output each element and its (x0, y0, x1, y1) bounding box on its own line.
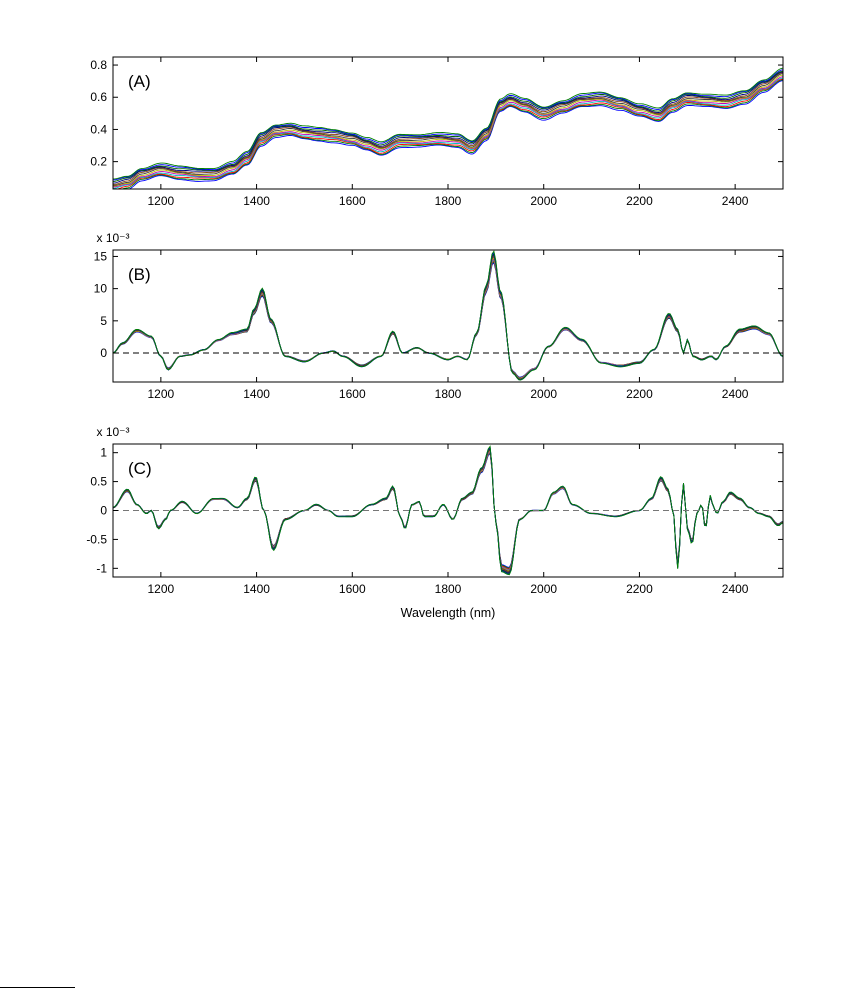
y-tick-label-c: -1 (96, 561, 107, 575)
y-tick-label-c: -0.5 (86, 532, 107, 546)
y-tick-label-c: 1 (100, 446, 107, 460)
x-tick-label-b: 1400 (243, 387, 270, 401)
series-line-b-7 (113, 255, 783, 380)
series-line-a-6 (113, 74, 783, 187)
y-tick-label-a: 0.8 (90, 58, 107, 72)
series-line-a-8 (113, 72, 783, 185)
series-group-b (113, 250, 783, 381)
x-tick-label-b: 2200 (626, 387, 653, 401)
x-tick-label-a: 2000 (530, 194, 557, 208)
x-tick-label-a: 2200 (626, 194, 653, 208)
panel-a: 1200 1400 1600 1800 2000 2200 2400 0.2 0.4 0.6 0.8… (90, 56, 784, 208)
panel-label-c: (C) (128, 459, 152, 478)
exponent-label-b: x 10⁻³ (96, 231, 129, 245)
x-tick-label-b: 1200 (148, 387, 175, 401)
x-tick-label-a: 1400 (243, 194, 270, 208)
panel-c: 1200 1400 1600 1800 2000 2200 2400 -1 -0.5 0 0.5 1 (… (86, 425, 784, 596)
y-tick-label-b: 15 (94, 249, 108, 263)
series-line-a-3 (116, 78, 783, 189)
y-tick-label-b: 10 (94, 282, 108, 296)
series-group-a (113, 67, 783, 189)
x-tick-label-c: 2000 (530, 582, 557, 596)
x-tick-label-c: 2200 (626, 582, 653, 596)
x-tick-label-a: 1600 (339, 194, 366, 208)
series-line-a-7 (113, 73, 783, 186)
series-line-b-9 (113, 252, 783, 381)
series-line-a-1 (127, 80, 783, 189)
x-tick-label-c: 1800 (435, 582, 462, 596)
y-tick-label-c: 0.5 (90, 475, 107, 489)
y-tick-label-a: 0.2 (90, 155, 107, 169)
series-line-a-12 (113, 67, 783, 180)
series-line-a-4 (113, 77, 783, 189)
y-tick-label-a: 0.4 (90, 122, 107, 136)
x-tick-label-c: 2400 (722, 582, 749, 596)
panel-b: 1200 1400 1600 1800 2000 2200 2400 0 5 10 15 (B) x 1… (94, 231, 784, 401)
series-line-a-11 (113, 69, 783, 181)
x-tick-label-a: 2400 (722, 194, 749, 208)
y-tick-label-a: 0.6 (90, 90, 107, 104)
series-line-c-12 (113, 445, 783, 576)
series-line-b-10 (113, 252, 783, 381)
panel-label-a: (A) (128, 72, 151, 91)
series-line-a-2 (121, 79, 783, 189)
x-tick-label-a: 1200 (148, 194, 175, 208)
series-line-a-9 (113, 71, 783, 184)
x-tick-label-b: 1800 (435, 387, 462, 401)
series-line-b-12 (113, 250, 783, 381)
x-tick-label-c: 1200 (148, 582, 175, 596)
y-tick-label-c: 0 (100, 504, 107, 518)
y-tick-label-b: 5 (100, 314, 107, 328)
x-tick-label-b: 1600 (339, 387, 366, 401)
x-tick-label-c: 1600 (339, 582, 366, 596)
y-tick-label-b: 0 (100, 346, 107, 360)
exponent-label-c: x 10⁻³ (96, 425, 129, 439)
panel-label-b: (B) (128, 265, 151, 284)
x-axis-label: Wavelength (nm) (401, 606, 496, 620)
x-tick-label-c: 1400 (243, 582, 270, 596)
x-tick-label-a: 1800 (435, 194, 462, 208)
x-tick-label-b: 2400 (722, 387, 749, 401)
axes-box-b (112, 249, 784, 383)
series-line-a-10 (113, 70, 783, 182)
series-line-a-5 (113, 76, 783, 188)
series-group-c (113, 445, 783, 576)
series-line-b-11 (113, 251, 783, 381)
footnote-rule (0, 987, 75, 988)
x-tick-label-b: 2000 (530, 387, 557, 401)
series-line-b-8 (113, 254, 783, 380)
